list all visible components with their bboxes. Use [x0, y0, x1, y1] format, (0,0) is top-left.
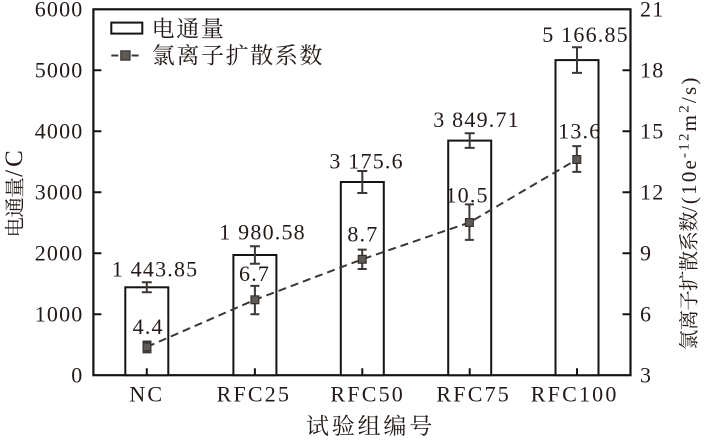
svg-text:13.6: 13.6	[558, 119, 601, 144]
svg-text:3 849.71: 3 849.71	[433, 107, 520, 132]
svg-text:12: 12	[640, 179, 664, 204]
svg-text:6.7: 6.7	[239, 261, 270, 286]
svg-text:2000: 2000	[35, 240, 84, 265]
svg-text:9: 9	[640, 240, 652, 265]
svg-text:3 175.6: 3 175.6	[329, 149, 403, 174]
svg-text:18: 18	[640, 57, 664, 82]
svg-text:1000: 1000	[35, 301, 84, 326]
svg-text:1 443.85: 1 443.85	[112, 257, 199, 282]
svg-text:3000: 3000	[35, 179, 84, 204]
svg-text:RFC100: RFC100	[531, 382, 619, 407]
svg-text:NC: NC	[129, 382, 164, 407]
svg-text:6: 6	[640, 301, 652, 326]
svg-text:5000: 5000	[35, 57, 84, 82]
svg-text:RFC50: RFC50	[330, 382, 405, 407]
svg-text:/C: /C	[1, 147, 28, 177]
svg-text:6000: 6000	[35, 0, 84, 21]
svg-text:4.4: 4.4	[133, 314, 164, 339]
svg-text:4000: 4000	[35, 118, 84, 143]
svg-text:RFC75: RFC75	[436, 382, 511, 407]
svg-text:0: 0	[71, 362, 83, 387]
svg-text:21: 21	[640, 0, 664, 21]
svg-text:5 166.85: 5 166.85	[542, 22, 629, 47]
svg-text:3: 3	[640, 362, 652, 387]
svg-text:RFC25: RFC25	[217, 382, 292, 407]
svg-text:10.5: 10.5	[445, 183, 488, 208]
svg-text:15: 15	[640, 118, 664, 143]
svg-text:8.7: 8.7	[347, 222, 378, 247]
svg-text:1 980.58: 1 980.58	[219, 220, 306, 245]
